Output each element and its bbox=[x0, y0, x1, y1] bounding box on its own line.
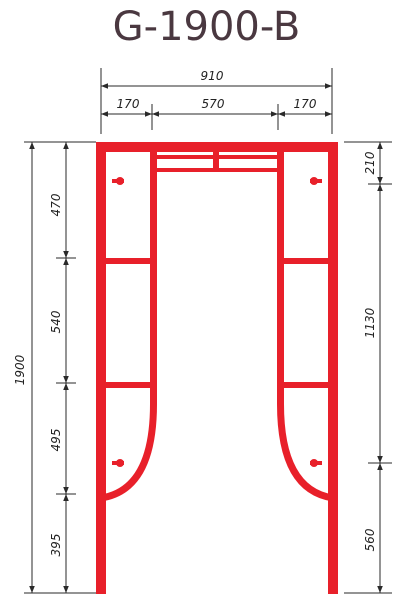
label-overall-height: 1900 bbox=[13, 354, 27, 385]
horizontal-dimensions bbox=[100, 68, 333, 134]
right-rung-2 bbox=[284, 382, 328, 388]
label-right-top: 210 bbox=[363, 151, 377, 174]
model-title: G-1900-B bbox=[112, 4, 301, 50]
label-overall-width: 910 bbox=[201, 69, 224, 83]
right-outer-leg bbox=[328, 142, 338, 594]
left-inner-leg bbox=[150, 152, 157, 404]
label-right-bottom: 560 bbox=[363, 528, 377, 551]
label-left-seg-3: 495 bbox=[49, 429, 63, 452]
right-inner-leg bbox=[277, 152, 284, 404]
right-vertical-dimensions bbox=[344, 141, 392, 594]
header-center-post bbox=[213, 152, 219, 170]
right-rung-1 bbox=[284, 258, 328, 264]
right-curved-brace bbox=[277, 403, 334, 502]
label-left-seg-1: 470 bbox=[49, 193, 63, 216]
label-left-seg-4: 395 bbox=[49, 534, 63, 557]
top-bar bbox=[96, 142, 338, 152]
left-outer-leg bbox=[96, 142, 106, 594]
label-right-middle: 1130 bbox=[363, 307, 377, 338]
scaffold-frame bbox=[96, 142, 338, 594]
left-vertical-dimensions bbox=[24, 141, 96, 594]
left-rung-1 bbox=[106, 258, 150, 264]
label-right-span: 170 bbox=[294, 97, 317, 111]
label-middle-span: 570 bbox=[202, 97, 225, 111]
label-left-seg-2: 540 bbox=[49, 310, 63, 333]
left-curved-brace bbox=[100, 403, 157, 502]
left-rung-2 bbox=[106, 382, 150, 388]
label-left-span: 170 bbox=[117, 97, 140, 111]
